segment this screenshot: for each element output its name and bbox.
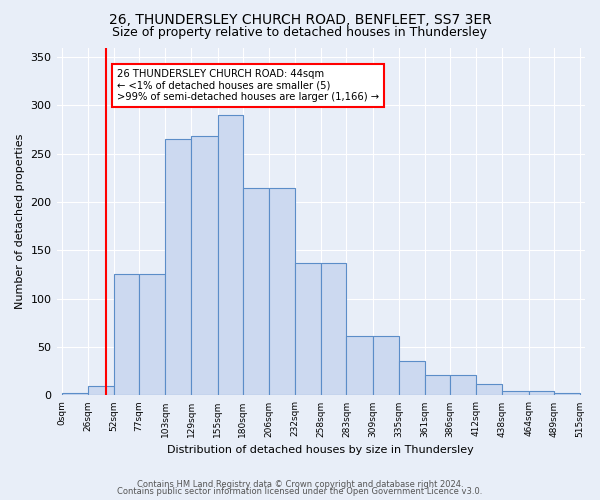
Y-axis label: Number of detached properties: Number of detached properties bbox=[15, 134, 25, 309]
Bar bbox=[529, 390, 554, 396]
Text: Size of property relative to detached houses in Thundersley: Size of property relative to detached ho… bbox=[113, 26, 487, 39]
Bar bbox=[450, 375, 476, 396]
Bar bbox=[243, 188, 269, 396]
Bar bbox=[399, 360, 425, 396]
Text: Contains HM Land Registry data © Crown copyright and database right 2024.: Contains HM Land Registry data © Crown c… bbox=[137, 480, 463, 489]
Bar bbox=[373, 336, 399, 396]
Bar bbox=[295, 263, 321, 396]
Bar bbox=[88, 386, 114, 396]
Bar bbox=[269, 188, 295, 396]
Bar bbox=[114, 274, 139, 396]
X-axis label: Distribution of detached houses by size in Thundersley: Distribution of detached houses by size … bbox=[167, 445, 474, 455]
Bar bbox=[218, 115, 243, 396]
Bar bbox=[321, 263, 346, 396]
Bar bbox=[191, 136, 218, 396]
Text: 26, THUNDERSLEY CHURCH ROAD, BENFLEET, SS7 3ER: 26, THUNDERSLEY CHURCH ROAD, BENFLEET, S… bbox=[109, 12, 491, 26]
Bar bbox=[554, 394, 580, 396]
Bar bbox=[165, 140, 191, 396]
Bar bbox=[476, 384, 502, 396]
Bar bbox=[346, 336, 373, 396]
Text: 26 THUNDERSLEY CHURCH ROAD: 44sqm
← <1% of detached houses are smaller (5)
>99% : 26 THUNDERSLEY CHURCH ROAD: 44sqm ← <1% … bbox=[117, 69, 379, 102]
Bar bbox=[62, 392, 88, 396]
Bar bbox=[502, 390, 529, 396]
Bar bbox=[425, 375, 450, 396]
Text: Contains public sector information licensed under the Open Government Licence v3: Contains public sector information licen… bbox=[118, 488, 482, 496]
Bar bbox=[139, 274, 165, 396]
